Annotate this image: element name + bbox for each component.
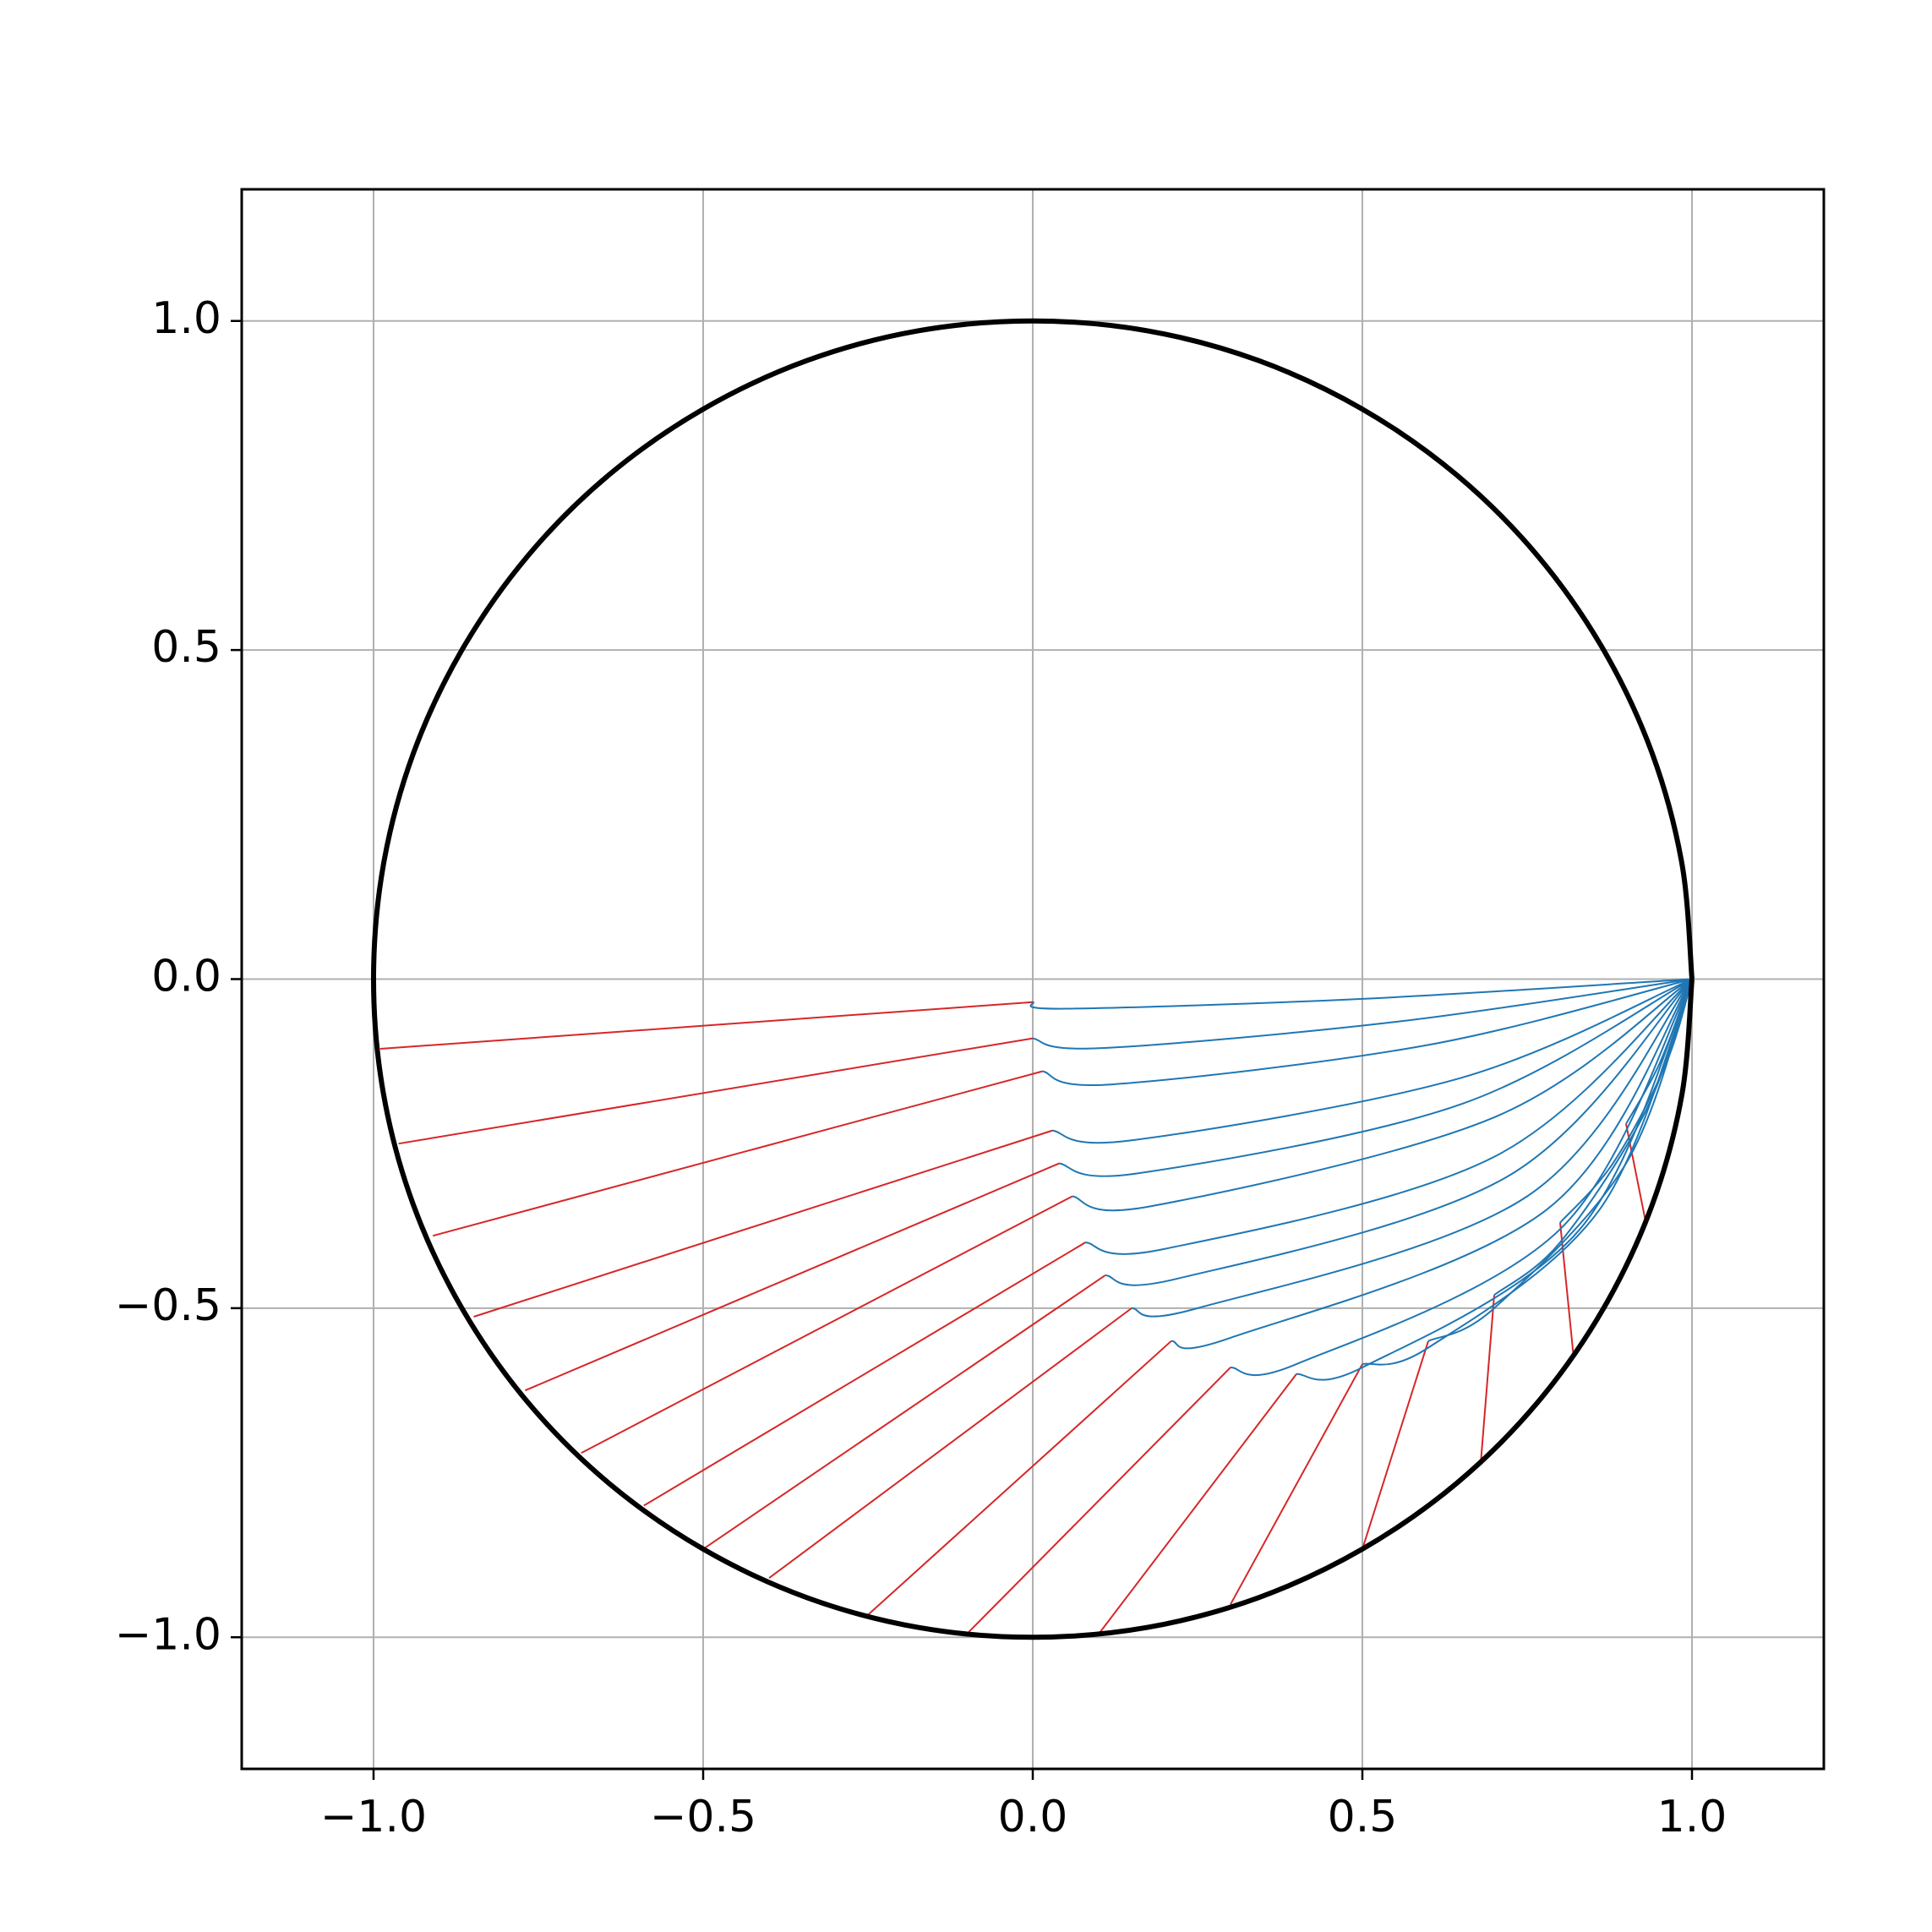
series-line (1105, 978, 1693, 1286)
series-line (1085, 978, 1693, 1255)
series-line (643, 1242, 1086, 1507)
series-line (1480, 1295, 1495, 1460)
series-line (1493, 979, 1693, 1296)
series-line (1131, 978, 1693, 1318)
x-tick-label: 0.0 (998, 1792, 1068, 1842)
y-tick-label: −1.0 (115, 1609, 221, 1660)
series-line (867, 1340, 1172, 1616)
series-line (966, 1367, 1231, 1635)
series-line (1029, 978, 1693, 1010)
series-line (1625, 979, 1693, 1125)
series-line (1042, 978, 1693, 1086)
series-line (1296, 979, 1693, 1381)
series-line (1052, 978, 1693, 1144)
series-line (1072, 978, 1693, 1212)
y-tick-label: 0.0 (151, 952, 221, 1002)
x-tick-label: 0.5 (1328, 1792, 1398, 1842)
series-line (1230, 1363, 1363, 1605)
x-tick-label: 1.0 (1657, 1792, 1727, 1842)
series-line (398, 1037, 1034, 1145)
series-line (473, 1129, 1053, 1318)
x-tick-label: −0.5 (650, 1792, 756, 1842)
x-tick-label: −1.0 (320, 1792, 427, 1842)
series-line (581, 1195, 1073, 1454)
y-tick-label: 0.5 (151, 622, 221, 673)
series-line (768, 1307, 1132, 1579)
series-line (702, 1274, 1106, 1550)
series-line (1171, 978, 1693, 1350)
series-line (1362, 979, 1693, 1366)
series-line (1427, 979, 1693, 1342)
series-line (1059, 978, 1693, 1177)
series-line (1362, 1340, 1429, 1550)
series-line (379, 1001, 1034, 1051)
series-line (371, 318, 1695, 1640)
series-line (1559, 1222, 1575, 1355)
y-tick-label: 1.0 (151, 293, 221, 344)
series-line (1230, 979, 1693, 1377)
series-line (1098, 1373, 1297, 1635)
series-line (1032, 978, 1693, 1050)
y-tick-label: −0.5 (115, 1280, 221, 1331)
series-line (432, 1070, 1043, 1237)
plot-frame (240, 188, 1826, 1771)
series-line (525, 1162, 1060, 1392)
series-line (1559, 979, 1693, 1224)
